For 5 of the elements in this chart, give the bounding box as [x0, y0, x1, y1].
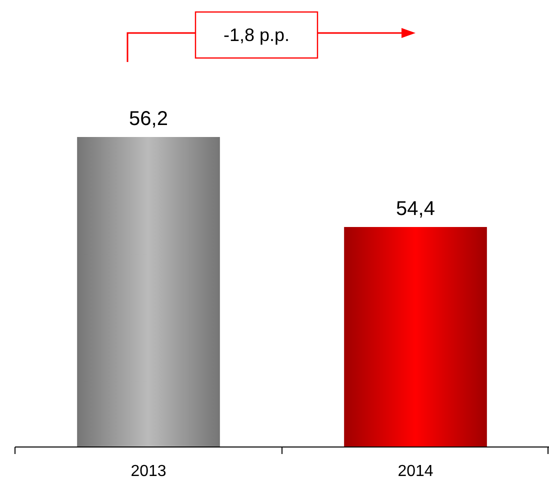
text: -1,8 p.p. [223, 25, 290, 45]
x-tick-label: 2013 [130, 463, 166, 480]
x-tick-label: 2014 [398, 463, 434, 480]
data-label: 54,4 [396, 198, 435, 220]
data-label: 56,2 [129, 108, 168, 130]
